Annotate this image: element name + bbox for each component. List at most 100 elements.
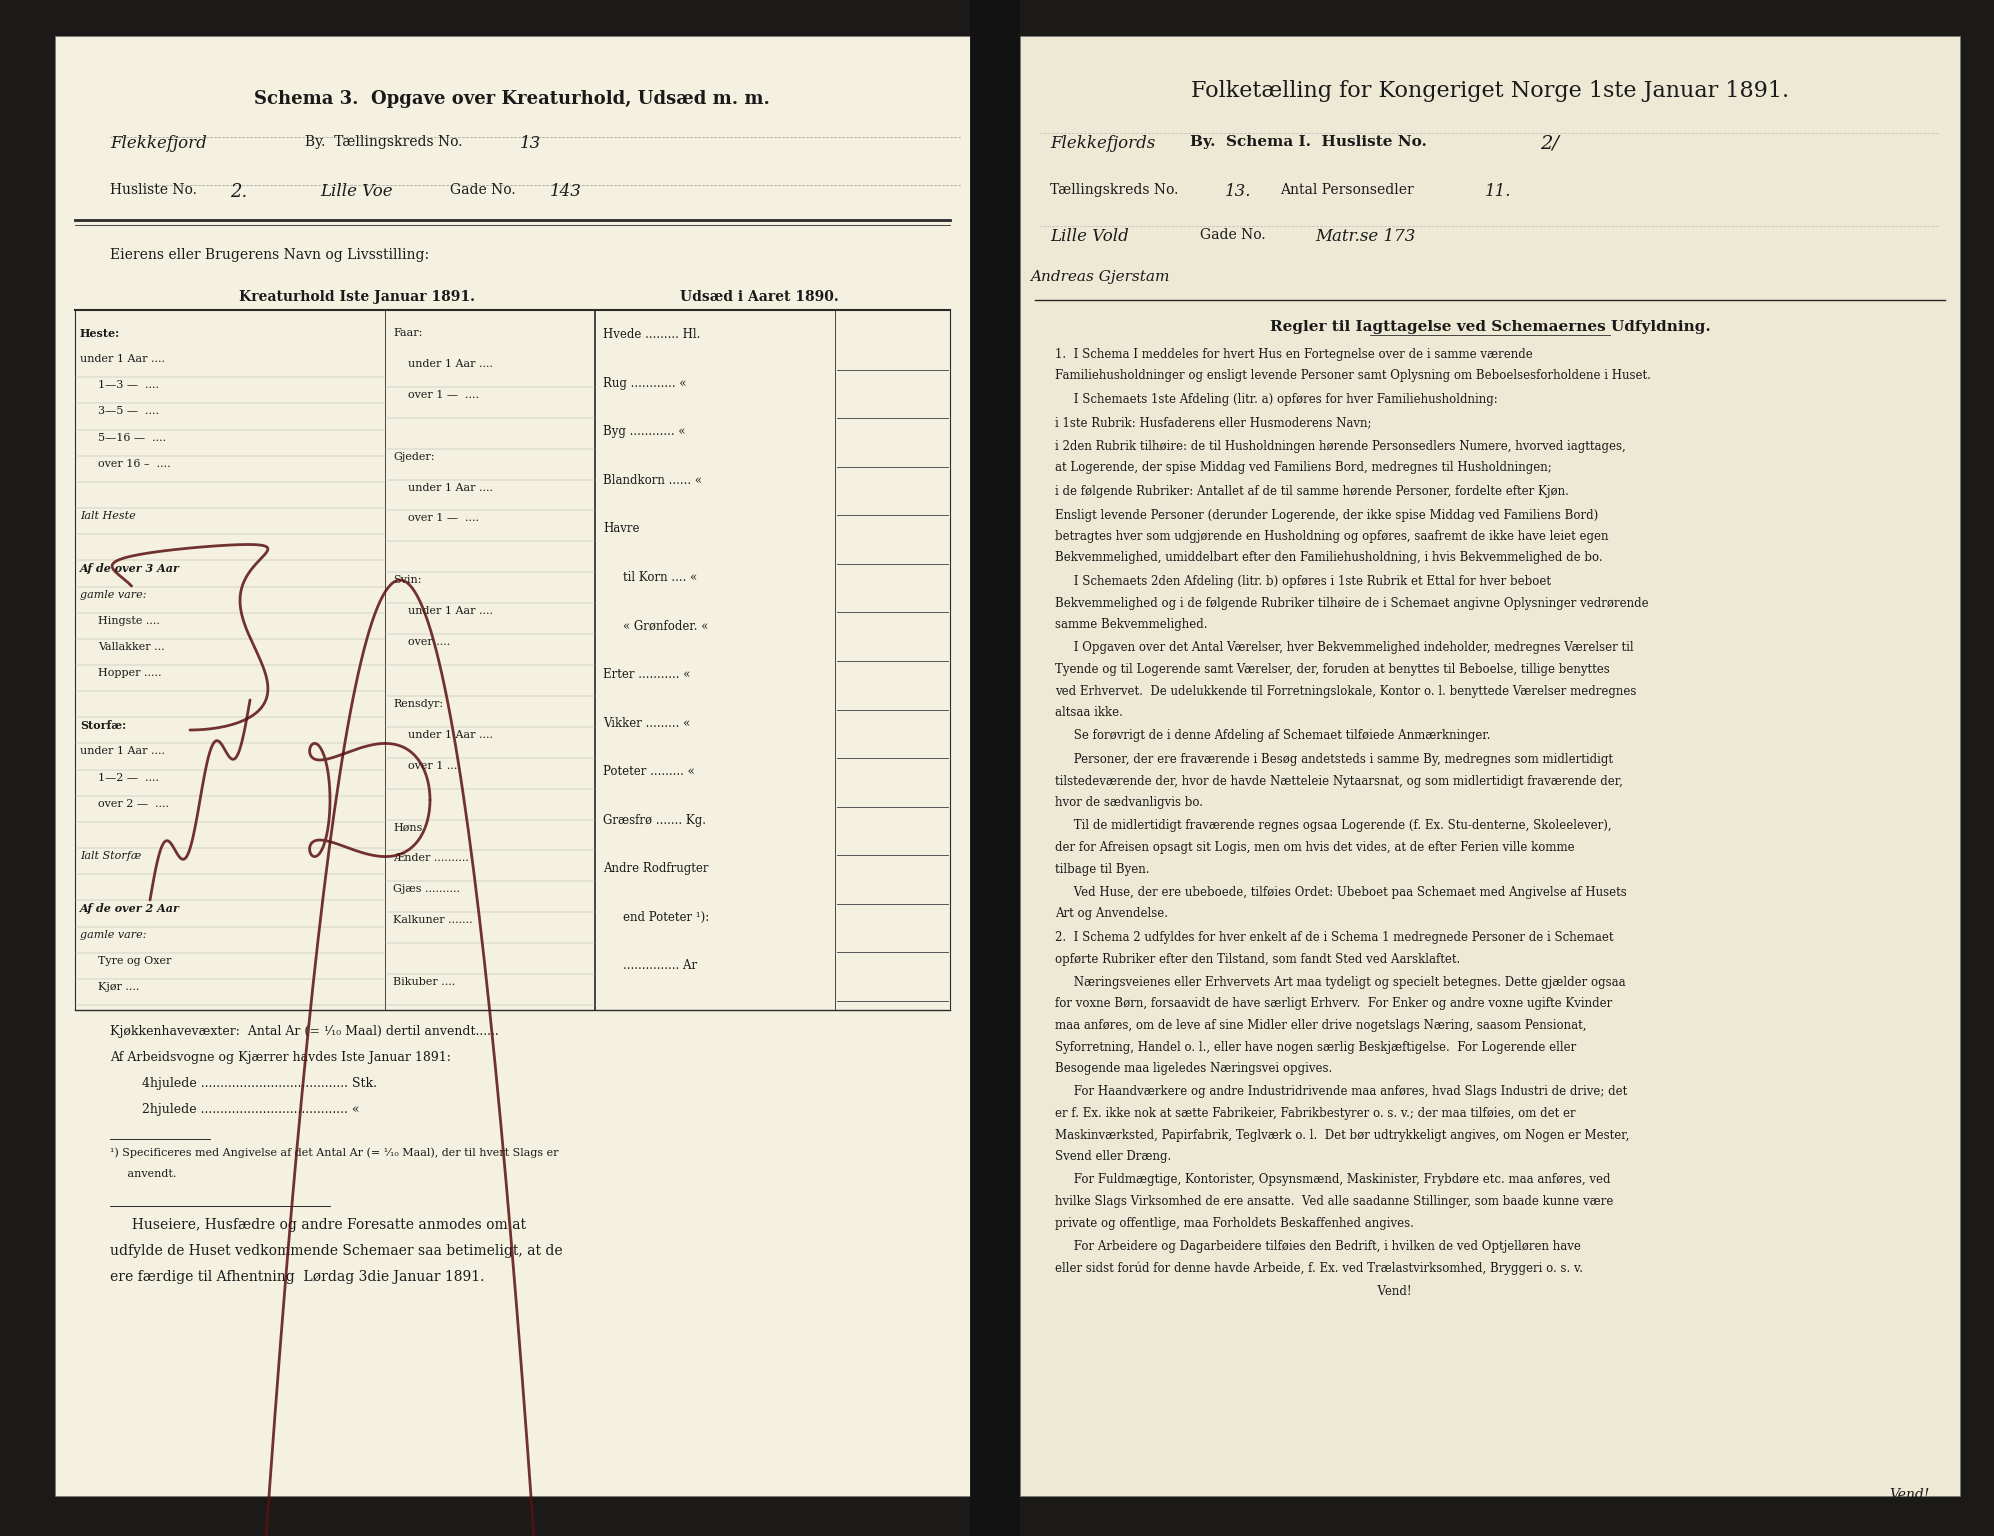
Text: ............... Ar: ............... Ar [622,960,698,972]
Bar [969,0,1021,1536]
Text: Gjæs ..........: Gjæs .......... [393,885,461,894]
Text: For Haandværkere og andre Industridrivende maa anføres, hvad Slags Industri de d: For Haandværkere og andre Industridriven… [1055,1086,1627,1098]
Text: samme Bekvemmelighed.: samme Bekvemmelighed. [1055,617,1208,631]
Text: Bikuber ....: Bikuber .... [393,977,455,988]
Text: Græsfrø ....... Kg.: Græsfrø ....... Kg. [602,814,706,826]
Text: til Korn .... «: til Korn .... « [622,571,698,584]
Text: hvilke Slags Virksomhed de ere ansatte.  Ved alle saadanne Stillinger, som baade: hvilke Slags Virksomhed de ere ansatte. … [1055,1195,1613,1207]
Text: over 1 ....: over 1 .... [409,760,461,771]
Text: Poteter ......... «: Poteter ......... « [602,765,694,779]
Text: Tyre og Oxer: Tyre og Oxer [98,955,171,966]
Text: Lille Voe: Lille Voe [319,183,393,200]
Text: over ....: over .... [409,637,451,647]
Text: at Logerende, der spise Middag ved Familiens Bord, medregnes til Husholdningen;: at Logerende, der spise Middag ved Famil… [1055,461,1551,475]
Text: tilbage til Byen.: tilbage til Byen. [1055,863,1149,876]
Text: end Poteter ¹):: end Poteter ¹): [622,911,710,923]
Text: Ialt Storfæ: Ialt Storfæ [80,851,142,862]
Text: 1—2 —  ....: 1—2 — .... [98,773,160,783]
Text: By.  Schema I.  Husliste No.: By. Schema I. Husliste No. [1190,135,1428,149]
Text: under 1 Aar ....: under 1 Aar .... [80,746,166,756]
Text: 1.  I Schema I meddeles for hvert Hus en Fortegnelse over de i samme værende: 1. I Schema I meddeles for hvert Hus en … [1055,349,1533,361]
Text: Rug ............ «: Rug ............ « [602,376,686,390]
Text: Af de over 3 Aar: Af de over 3 Aar [80,564,179,574]
Text: maa anføres, om de leve af sine Midler eller drive nogetslags Næring, saasom Pen: maa anføres, om de leve af sine Midler e… [1055,1018,1587,1032]
Text: Vallakker ...: Vallakker ... [98,642,166,651]
Text: Faar:: Faar: [393,329,423,338]
Text: Besogende maa ligeledes Næringsvei opgives.: Besogende maa ligeledes Næringsvei opgiv… [1055,1061,1332,1075]
Text: gamle vare:: gamle vare: [80,929,146,940]
Text: Næringsveienes eller Erhvervets Art maa tydeligt og specielt betegnes. Dette gjæ: Næringsveienes eller Erhvervets Art maa … [1055,975,1625,989]
Text: For Fuldmægtige, Kontorister, Opsynsmænd, Maskinister, Frybdøre etc. maa anføres: For Fuldmægtige, Kontorister, Opsynsmænd… [1055,1174,1611,1186]
Text: ere færdige til Afhentning  Lørdag 3die Januar 1891.: ere færdige til Afhentning Lørdag 3die J… [110,1270,485,1284]
Text: 2/: 2/ [1539,135,1559,154]
Text: Ialt Heste: Ialt Heste [80,511,136,521]
Text: Andreas Gjerstam: Andreas Gjerstam [1031,270,1170,284]
Text: Tællingskreds No.: Tællingskreds No. [1051,183,1178,197]
Text: er f. Ex. ikke nok at sætte Fabrikeier, Fabrikbestyrer o. s. v.; der maa tilføie: er f. Ex. ikke nok at sætte Fabrikeier, … [1055,1107,1575,1120]
Text: Andre Rodfrugter: Andre Rodfrugter [602,862,708,876]
Text: eller sidst forúd for denne havde Arbeide, f. Ex. ved Trælastvirksomhed, Brygger: eller sidst forúd for denne havde Arbeid… [1055,1261,1583,1275]
Text: Af Arbeidsvogne og Kjærrer havdes Iste Januar 1891:: Af Arbeidsvogne og Kjærrer havdes Iste J… [110,1051,451,1064]
Text: under 1 Aar ....: under 1 Aar .... [409,607,493,616]
Text: Huseiere, Husfædre og andre Foresatte anmodes om at: Huseiere, Husfædre og andre Foresatte an… [110,1218,526,1232]
Text: private og offentlige, maa Forholdets Beskaffenhed angives.: private og offentlige, maa Forholdets Be… [1055,1217,1414,1229]
Text: Svin:: Svin: [393,576,421,585]
Text: 2hjulede ...................................... «: 2hjulede ...............................… [110,1103,359,1117]
Text: Havre: Havre [602,522,640,535]
Text: 3—5 —  ....: 3—5 — .... [98,407,160,416]
Text: Antal Personsedler: Antal Personsedler [1280,183,1414,197]
Text: Vikker ......... «: Vikker ......... « [602,717,690,730]
Text: betragtes hver som udgjørende en Husholdning og opføres, saafremt de ikke have l: betragtes hver som udgjørende en Hushold… [1055,530,1609,544]
Text: Vend!: Vend! [1890,1488,1930,1502]
Bar [1021,35,1960,1496]
Text: ved Erhvervet.  De udelukkende til Forretningslokale, Kontor o. l. benyttede Vær: ved Erhvervet. De udelukkende til Forret… [1055,685,1637,697]
Text: Folketælling for Kongeriget Norge 1ste Januar 1891.: Folketælling for Kongeriget Norge 1ste J… [1190,80,1789,101]
Text: gamle vare:: gamle vare: [80,590,146,599]
Text: 11.: 11. [1486,183,1511,200]
Text: I Opgaven over det Antal Værelser, hver Bekvemmelighed indeholder, medregnes Vær: I Opgaven over det Antal Værelser, hver … [1055,642,1633,654]
Text: « Grønfoder. «: « Grønfoder. « [622,619,708,633]
Text: I Schemaets 1ste Afdeling (litr. a) opføres for hver Familiehusholdning:: I Schemaets 1ste Afdeling (litr. a) opfø… [1055,393,1497,406]
Text: Familiehusholdninger og ensligt levende Personer samt Oplysning om Beboelsesforh: Familiehusholdninger og ensligt levende … [1055,370,1651,382]
Text: Flekkefjords: Flekkefjords [1051,135,1155,152]
Text: under 1 Aar ....: under 1 Aar .... [409,730,493,740]
Text: over 16 –  ....: over 16 – .... [98,459,171,468]
Text: Til de midlertidigt fraværende regnes ogsaa Logerende (f. Ex. Stu-denterne, Skol: Til de midlertidigt fraværende regnes og… [1055,820,1611,833]
Text: over 1 —  ....: over 1 — .... [409,513,479,524]
Text: under 1 Aar ....: under 1 Aar .... [409,359,493,369]
Text: der for Afreisen opsagt sit Logis, men om hvis det vides, at de efter Ferien vil: der for Afreisen opsagt sit Logis, men o… [1055,842,1575,854]
Text: Vend!: Vend! [1055,1286,1412,1298]
Text: 13: 13 [520,135,540,152]
Text: Erter ........... «: Erter ........... « [602,668,690,680]
Text: I Schemaets 2den Afdeling (litr. b) opføres i 1ste Rubrik et Ettal for hver bebo: I Schemaets 2den Afdeling (litr. b) opfø… [1055,574,1551,588]
Text: hvor de sædvanligvis bo.: hvor de sædvanligvis bo. [1055,796,1202,809]
Text: Svend eller Dræng.: Svend eller Dræng. [1055,1150,1170,1163]
Text: Rensdyr:: Rensdyr: [393,699,443,710]
Text: Hvede ......... Hl.: Hvede ......... Hl. [602,329,700,341]
Text: Hopper .....: Hopper ..... [98,668,162,677]
Text: Høns: Høns [393,823,423,833]
Text: Flekkefjord: Flekkefjord [110,135,207,152]
Text: Bekvemmelighed og i de følgende Rubriker tilhøire de i Schemaet angivne Oplysnin: Bekvemmelighed og i de følgende Rubriker… [1055,596,1649,610]
Text: Husliste No.: Husliste No. [110,183,197,197]
Text: Hingste ....: Hingste .... [98,616,160,625]
Text: Se forøvrigt de i denne Afdeling af Schemaet tilføiede Anmærkninger.: Se forøvrigt de i denne Afdeling af Sche… [1055,730,1490,742]
Text: Eierens eller Brugerens Navn og Livsstilling:: Eierens eller Brugerens Navn og Livsstil… [110,247,429,263]
Text: Kjøkkenhavevæxter:  Antal Ar (= ¹⁄₁₀ Maal) dertil anvendt......: Kjøkkenhavevæxter: Antal Ar (= ¹⁄₁₀ Maal… [110,1025,499,1038]
Text: under 1 Aar ....: under 1 Aar .... [80,355,166,364]
Text: Ænder ..........: Ænder .......... [393,854,469,863]
Text: Kalkuner .......: Kalkuner ....... [393,915,473,925]
Text: Storfæ:: Storfæ: [80,720,126,731]
Text: Schema 3.  Opgave over Kreaturhold, Udsæd m. m.: Schema 3. Opgave over Kreaturhold, Udsæd… [253,91,770,108]
Text: opførte Rubriker efter den Tilstand, som fandt Sted ved Aarsklaftet.: opførte Rubriker efter den Tilstand, som… [1055,952,1460,966]
Text: 5—16 —  ....: 5—16 — .... [98,433,166,442]
Text: 2.  I Schema 2 udfyldes for hver enkelt af de i Schema 1 medregnede Personer de : 2. I Schema 2 udfyldes for hver enkelt a… [1055,931,1613,945]
Text: Af de over 2 Aar: Af de over 2 Aar [80,903,179,914]
Text: Ensligt levende Personer (derunder Logerende, der ikke spise Middag ved Familien: Ensligt levende Personer (derunder Loger… [1055,508,1599,522]
Bar [56,35,969,1496]
Text: Regler til Iagttagelse ved Schemaernes Udfyldning.: Regler til Iagttagelse ved Schemaernes U… [1270,319,1711,333]
Text: Udsæd i Aaret 1890.: Udsæd i Aaret 1890. [680,290,839,304]
Text: i de følgende Rubriker: Antallet af de til samme hørende Personer, fordelte efte: i de følgende Rubriker: Antallet af de t… [1055,485,1569,498]
Text: Maskinværksted, Papirfabrik, Teglværk o. l.  Det bør udtrykkeligt angives, om No: Maskinværksted, Papirfabrik, Teglværk o.… [1055,1129,1629,1141]
Text: altsaa ikke.: altsaa ikke. [1055,707,1123,719]
